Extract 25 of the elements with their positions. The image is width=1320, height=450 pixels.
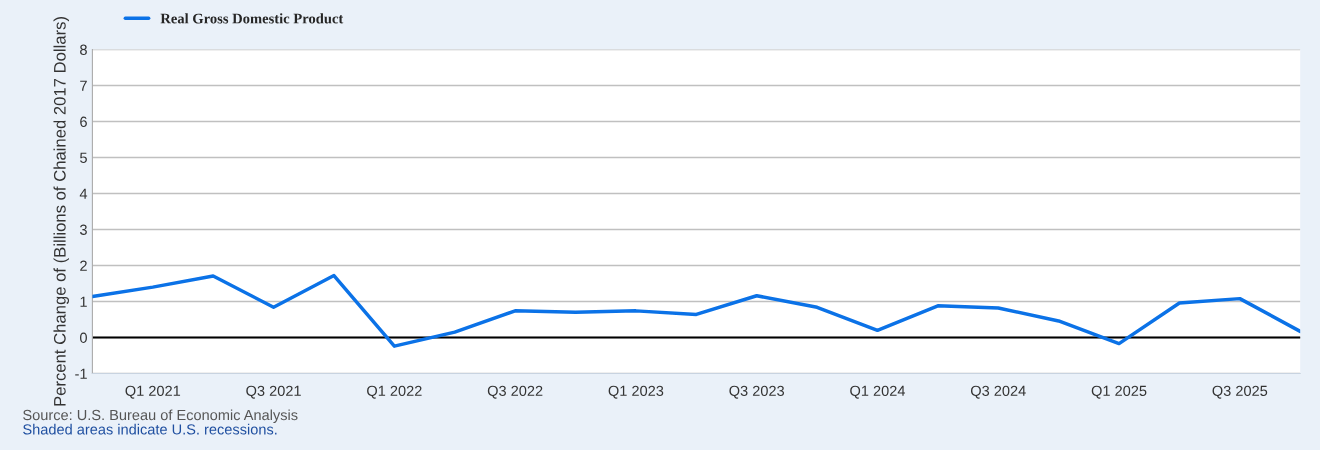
y-tick-label: 5 [80, 152, 87, 163]
x-tick-label: Q1 2022 [367, 385, 422, 399]
x-tick-label: Q1 2024 [850, 385, 906, 399]
x-tick-label: Q3 2022 [487, 385, 543, 399]
y-tick-label: 4 [79, 188, 88, 199]
y-tick-label: 0 [80, 332, 87, 343]
x-tick-label: Q1 2023 [608, 385, 664, 399]
y-tick-label: 7 [80, 80, 87, 91]
y-tick-label: 8 [80, 44, 87, 55]
x-tick-label: Q1 2025 [1091, 385, 1147, 399]
y-tick-label: 6 [80, 116, 87, 127]
x-tick-label: Q3 2025 [1212, 385, 1268, 399]
y-tick-label: 3 [79, 224, 87, 235]
x-tick-label: Q1 2021 [125, 385, 181, 399]
line-series [92, 273, 1301, 348]
x-tick-label: Q3 2024 [970, 385, 1026, 399]
y-axis-title: Percent Change of (Billions of Chained 2017 Dollars) [53, 17, 70, 406]
y-tick-label: 2 [80, 260, 87, 271]
y-tick-label: 1 [80, 296, 87, 307]
x-tick-label: Q3 2023 [729, 385, 785, 399]
legend-label: Real Gross Domestic Product [160, 13, 344, 24]
text: Shaded areas indicate U.S. recessions. [23, 423, 277, 435]
y-tick-label: -1 [75, 368, 87, 379]
x-tick-label: Q3 2021 [246, 385, 301, 399]
source-note: Source: U.S. Bureau of Economic Analysis [23, 409, 298, 424]
